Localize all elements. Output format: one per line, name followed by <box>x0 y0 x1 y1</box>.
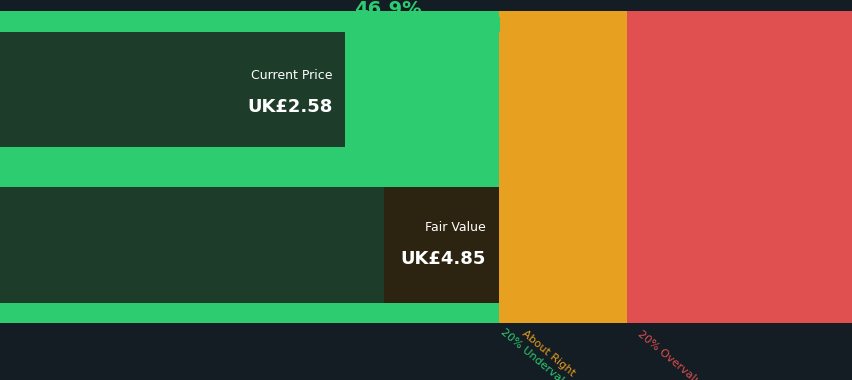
Bar <box>626 11 852 323</box>
Text: UK£4.85: UK£4.85 <box>400 250 486 268</box>
Bar <box>498 11 626 323</box>
Text: About Right: About Right <box>520 329 577 379</box>
Text: Current Price: Current Price <box>250 69 332 82</box>
Bar <box>383 187 498 303</box>
Bar <box>0 187 498 303</box>
Bar <box>0 11 498 323</box>
Text: Undervalued: Undervalued <box>354 17 434 30</box>
Text: 46.9%: 46.9% <box>354 0 421 19</box>
Text: Fair Value: Fair Value <box>425 221 486 234</box>
Text: 20% Overvalued: 20% Overvalued <box>635 329 712 380</box>
Bar <box>0 32 345 147</box>
Text: UK£2.58: UK£2.58 <box>247 98 332 116</box>
Text: 20% Undervalued: 20% Undervalued <box>498 327 581 380</box>
